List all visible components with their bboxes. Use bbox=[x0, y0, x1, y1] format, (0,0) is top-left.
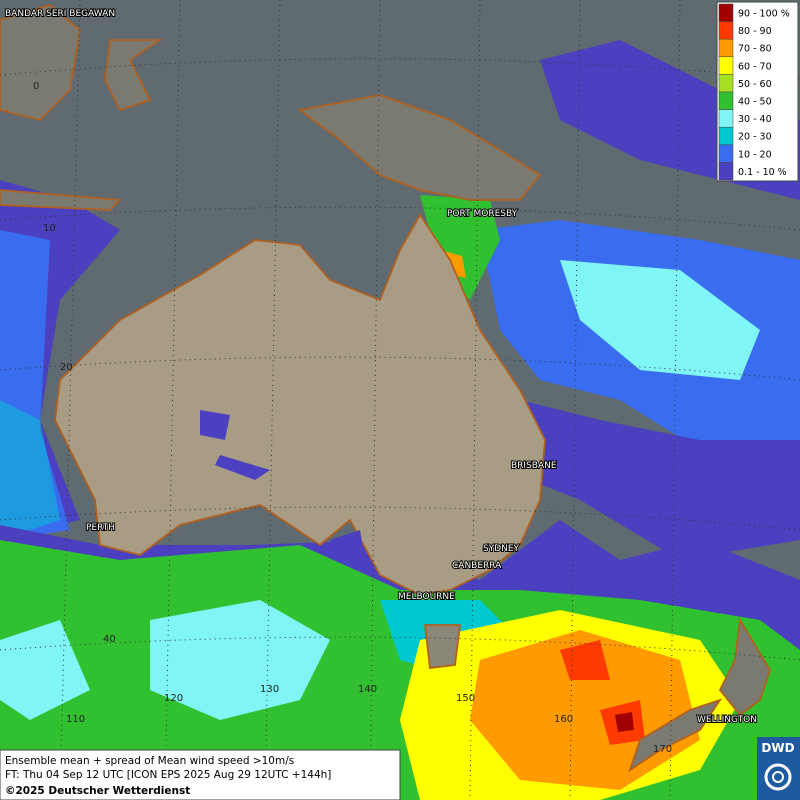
lon-label: 140 bbox=[358, 684, 377, 695]
legend-swatch bbox=[718, 3, 734, 22]
city-label: CANBERRA bbox=[452, 561, 502, 571]
legend-swatch bbox=[718, 56, 734, 75]
lat-label: 20 bbox=[60, 362, 73, 373]
city-label: SYDNEY bbox=[483, 544, 520, 554]
lon-label: 130 bbox=[260, 684, 279, 695]
legend-label: 70 - 80 bbox=[738, 44, 772, 55]
city-label: BRISBANE bbox=[511, 461, 557, 471]
legend-label: 80 - 90 bbox=[738, 26, 772, 37]
tasmania bbox=[423, 624, 462, 670]
field bbox=[0, 400, 60, 540]
lon-label: 170 bbox=[653, 744, 672, 755]
legend-swatch bbox=[718, 162, 734, 181]
legend-label: 10 - 20 bbox=[738, 149, 772, 160]
lat-label: 40 bbox=[103, 634, 116, 645]
field bbox=[560, 260, 760, 380]
legend-label: 40 - 50 bbox=[738, 97, 772, 108]
footer-box bbox=[0, 749, 401, 800]
legend-swatch bbox=[718, 21, 734, 40]
field bbox=[200, 410, 365, 560]
logo-mark bbox=[772, 771, 784, 783]
city-label: PORT MORESBY bbox=[447, 209, 518, 219]
footer-line: Ensemble mean + spread of Mean wind spee… bbox=[5, 755, 294, 767]
logo: DWD bbox=[761, 741, 794, 755]
legend-swatch bbox=[718, 74, 734, 93]
legend: 90 - 100 % 80 - 90 70 - 80 60 - 70 50 - 60 40… bbox=[716, 1, 799, 182]
city-label: WELLINGTON bbox=[697, 715, 757, 725]
legend-swatch bbox=[718, 109, 734, 128]
logo-mark bbox=[764, 763, 792, 791]
field bbox=[0, 600, 330, 720]
legend-label: 50 - 60 bbox=[738, 79, 772, 90]
nz-north bbox=[718, 617, 771, 717]
lat-label: 10 bbox=[43, 223, 56, 234]
legend-swatch bbox=[718, 38, 734, 58]
city-label: BANDAR SERI BEGAWAN bbox=[5, 9, 115, 19]
legend-label: 90 - 100 % bbox=[738, 9, 790, 20]
lat-label: 0 bbox=[33, 81, 39, 92]
field bbox=[420, 195, 500, 300]
lon-label: 160 bbox=[554, 714, 573, 725]
city-label: PERTH bbox=[86, 523, 115, 533]
field bbox=[615, 712, 634, 732]
field bbox=[520, 400, 800, 560]
nz-south bbox=[628, 698, 723, 773]
lon-label: 110 bbox=[66, 714, 85, 725]
legend-label: 20 - 30 bbox=[738, 132, 772, 143]
legend-label: 30 - 40 bbox=[738, 114, 772, 125]
city-label: MELBOURNE bbox=[398, 592, 455, 602]
sulawesi bbox=[104, 39, 163, 112]
legend-swatch bbox=[718, 144, 734, 163]
footer-line: FT: Thu 04 Sep 12 UTC [ICON EPS 2025 Aug… bbox=[5, 769, 331, 781]
borneo bbox=[0, 3, 81, 121]
legend-swatch bbox=[718, 91, 734, 110]
legend-label: 0.1 - 10 % bbox=[738, 167, 787, 178]
legend-label: 60 - 70 bbox=[738, 61, 772, 72]
new-guinea bbox=[297, 94, 542, 201]
australia bbox=[54, 213, 546, 596]
java bbox=[0, 189, 123, 211]
lon-label: 150 bbox=[456, 693, 475, 704]
lon-label: 120 bbox=[164, 693, 183, 704]
footer-line: ©2025 Deutscher Wetterdienst bbox=[5, 785, 190, 797]
legend-swatch bbox=[718, 126, 734, 146]
